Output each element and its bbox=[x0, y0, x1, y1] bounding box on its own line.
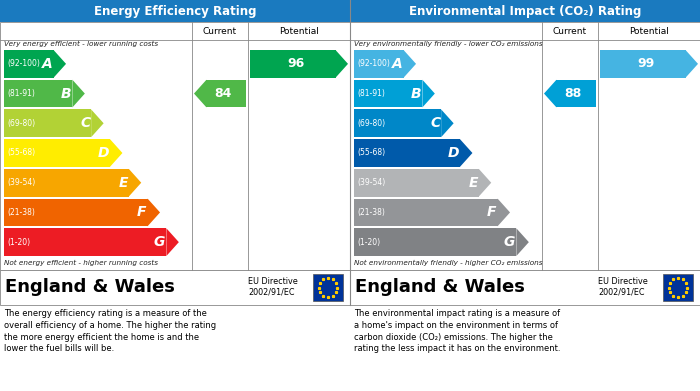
Text: Energy Efficiency Rating: Energy Efficiency Rating bbox=[94, 5, 256, 18]
Text: England & Wales: England & Wales bbox=[5, 278, 175, 296]
Text: (55-68): (55-68) bbox=[357, 149, 385, 158]
Bar bbox=[4, 228, 167, 256]
Bar bbox=[354, 169, 479, 197]
Text: (21-38): (21-38) bbox=[357, 208, 385, 217]
Text: Current: Current bbox=[203, 27, 237, 36]
Bar bbox=[354, 50, 404, 78]
Polygon shape bbox=[72, 80, 85, 108]
Bar bbox=[354, 109, 441, 137]
Text: Potential: Potential bbox=[279, 27, 319, 36]
Text: Very environmentally friendly - lower CO₂ emissions: Very environmentally friendly - lower CO… bbox=[354, 41, 542, 47]
Text: B: B bbox=[61, 86, 71, 100]
Text: C: C bbox=[80, 116, 90, 130]
Text: (92-100): (92-100) bbox=[357, 59, 390, 68]
Text: (39-54): (39-54) bbox=[7, 178, 35, 187]
Text: (1-20): (1-20) bbox=[7, 238, 30, 247]
Bar bbox=[354, 228, 517, 256]
Text: A: A bbox=[392, 57, 402, 71]
Bar bbox=[556, 80, 596, 108]
Text: 84: 84 bbox=[214, 87, 232, 100]
Polygon shape bbox=[148, 199, 160, 226]
Bar bbox=[206, 80, 246, 108]
Text: Environmental Impact (CO₂) Rating: Environmental Impact (CO₂) Rating bbox=[409, 5, 641, 18]
Text: D: D bbox=[97, 146, 109, 160]
Polygon shape bbox=[544, 80, 556, 108]
Text: Not energy efficient - higher running costs: Not energy efficient - higher running co… bbox=[4, 260, 158, 266]
Bar bbox=[4, 139, 110, 167]
Bar bbox=[350, 22, 700, 270]
Bar bbox=[4, 50, 54, 78]
Text: D: D bbox=[447, 146, 459, 160]
Text: Potential: Potential bbox=[629, 27, 669, 36]
Polygon shape bbox=[335, 50, 348, 78]
Text: 99: 99 bbox=[637, 57, 654, 70]
Text: England & Wales: England & Wales bbox=[355, 278, 525, 296]
Text: (81-91): (81-91) bbox=[7, 89, 35, 98]
Polygon shape bbox=[167, 228, 178, 256]
Polygon shape bbox=[129, 169, 141, 197]
Text: (69-80): (69-80) bbox=[7, 119, 35, 128]
Text: G: G bbox=[154, 235, 165, 249]
Polygon shape bbox=[685, 50, 698, 78]
Polygon shape bbox=[517, 228, 528, 256]
Polygon shape bbox=[422, 80, 435, 108]
Text: (1-20): (1-20) bbox=[357, 238, 380, 247]
Bar bbox=[313, 274, 343, 301]
Text: (39-54): (39-54) bbox=[357, 178, 385, 187]
Text: E: E bbox=[118, 176, 128, 190]
Text: (81-91): (81-91) bbox=[357, 89, 385, 98]
Text: The energy efficiency rating is a measure of the
overall efficiency of a home. T: The energy efficiency rating is a measur… bbox=[4, 309, 216, 353]
Text: (92-100): (92-100) bbox=[7, 59, 40, 68]
Text: EU Directive
2002/91/EC: EU Directive 2002/91/EC bbox=[248, 277, 298, 296]
Text: A: A bbox=[42, 57, 52, 71]
Text: G: G bbox=[504, 235, 515, 249]
Polygon shape bbox=[498, 199, 510, 226]
Text: (69-80): (69-80) bbox=[357, 119, 385, 128]
Bar bbox=[250, 50, 335, 78]
Polygon shape bbox=[110, 139, 122, 167]
Bar bbox=[350, 270, 700, 305]
Bar bbox=[350, 0, 700, 22]
Bar bbox=[354, 80, 422, 108]
Text: B: B bbox=[411, 86, 421, 100]
Text: EU Directive
2002/91/EC: EU Directive 2002/91/EC bbox=[598, 277, 648, 296]
Text: C: C bbox=[430, 116, 440, 130]
Text: (55-68): (55-68) bbox=[7, 149, 35, 158]
Polygon shape bbox=[54, 50, 66, 78]
Text: Current: Current bbox=[553, 27, 587, 36]
Text: Very energy efficient - lower running costs: Very energy efficient - lower running co… bbox=[4, 41, 158, 47]
Bar bbox=[4, 109, 91, 137]
Text: 96: 96 bbox=[287, 57, 304, 70]
Text: Not environmentally friendly - higher CO₂ emissions: Not environmentally friendly - higher CO… bbox=[354, 260, 542, 266]
Bar bbox=[663, 274, 693, 301]
Polygon shape bbox=[194, 80, 206, 108]
Bar bbox=[4, 169, 129, 197]
Polygon shape bbox=[460, 139, 473, 167]
Bar bbox=[0, 0, 350, 22]
Bar bbox=[0, 22, 350, 270]
Polygon shape bbox=[91, 109, 104, 137]
Text: E: E bbox=[468, 176, 478, 190]
Bar bbox=[354, 139, 460, 167]
Text: The environmental impact rating is a measure of
a home's impact on the environme: The environmental impact rating is a mea… bbox=[354, 309, 561, 353]
Text: 88: 88 bbox=[564, 87, 582, 100]
Polygon shape bbox=[441, 109, 454, 137]
Polygon shape bbox=[479, 169, 491, 197]
Bar bbox=[354, 199, 498, 226]
Bar bbox=[600, 50, 685, 78]
Text: (21-38): (21-38) bbox=[7, 208, 35, 217]
Text: F: F bbox=[487, 205, 496, 219]
Bar bbox=[0, 270, 350, 305]
Bar bbox=[4, 80, 72, 108]
Text: F: F bbox=[137, 205, 146, 219]
Bar bbox=[4, 199, 148, 226]
Polygon shape bbox=[404, 50, 416, 78]
